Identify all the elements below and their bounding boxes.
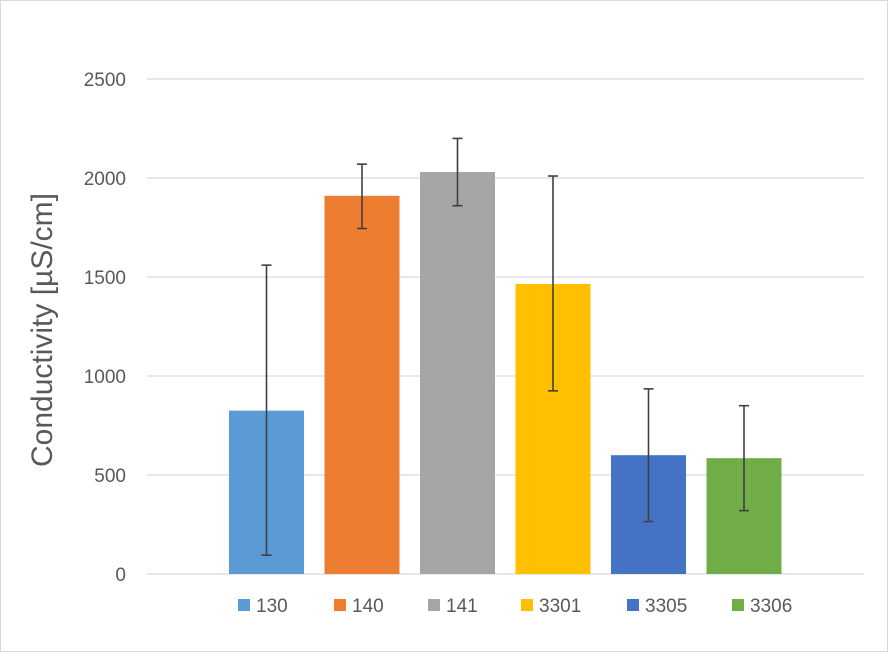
legend-item-130: 130 [238, 596, 288, 617]
error-bar-3301 [548, 175, 558, 392]
y-tick-label: 1500 [84, 268, 126, 289]
legend-swatch [732, 599, 744, 611]
error-bar-130 [261, 264, 272, 556]
legend: 130 140 141 3301 3305 3306 [238, 596, 792, 617]
bar-141 [420, 172, 495, 574]
y-tick-label: 2500 [84, 70, 126, 91]
y-axis-label: Conductivity [µS/cm] [26, 193, 59, 467]
legend-label: 3301 [539, 596, 581, 617]
legend-swatch [334, 599, 346, 611]
legend-item-3301: 3301 [521, 596, 581, 617]
legend-item-3306: 3306 [732, 596, 792, 617]
legend-label: 141 [446, 596, 478, 617]
legend-item-140: 140 [334, 596, 384, 617]
legend-label: 3306 [750, 596, 792, 617]
error-bars [261, 137, 749, 556]
bar-140 [324, 195, 400, 574]
legend-label: 130 [256, 596, 288, 617]
y-tick-label: 2000 [84, 169, 126, 190]
bars [229, 172, 782, 574]
legend-label: 140 [352, 596, 384, 617]
y-tick-labels: 0 500 1000 1500 2000 2500 [84, 70, 126, 586]
legend-item-3305: 3305 [627, 596, 687, 617]
error-bar-140 [357, 163, 367, 230]
error-bar-3305 [643, 388, 654, 523]
y-tick-label: 0 [115, 565, 126, 586]
legend-label: 3305 [645, 596, 687, 617]
legend-swatch [521, 599, 533, 611]
y-tick-label: 500 [94, 466, 126, 487]
legend-swatch [428, 599, 440, 611]
y-tick-label: 1000 [84, 367, 126, 388]
legend-item-141: 141 [428, 596, 478, 617]
error-bar-141 [452, 137, 463, 207]
error-bar-3306 [739, 404, 749, 512]
legend-swatch [238, 599, 250, 611]
legend-swatch [627, 599, 639, 611]
